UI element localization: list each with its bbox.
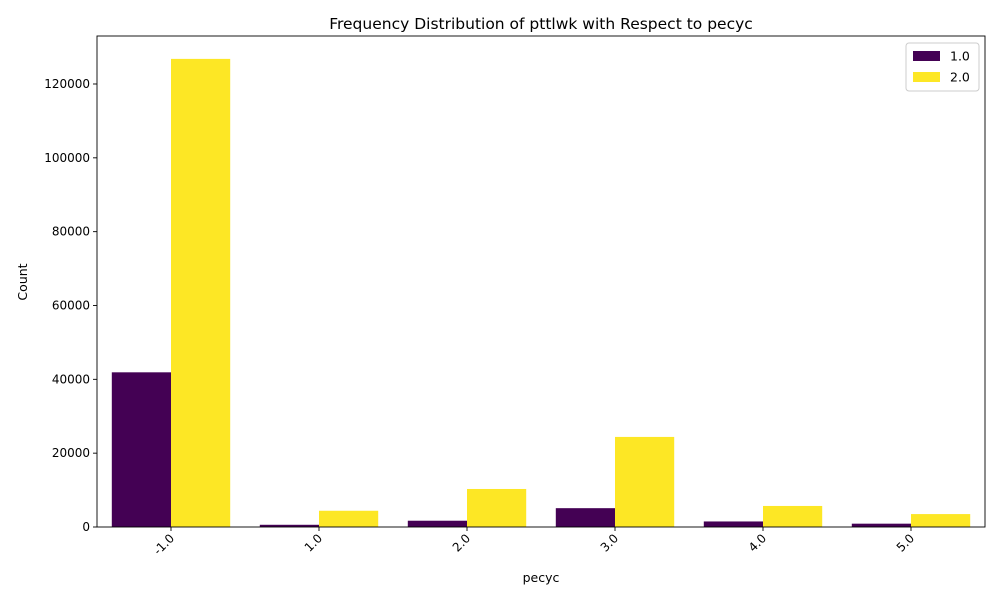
bar (111, 372, 171, 527)
bar (259, 524, 319, 527)
bar (467, 488, 527, 527)
y-tick-label: 20000 (52, 446, 90, 460)
chart-title: Frequency Distribution of pttlwk with Re… (329, 15, 753, 33)
bar (407, 520, 467, 527)
y-tick-label: 80000 (52, 225, 90, 239)
legend-swatch (913, 51, 940, 61)
bar (911, 514, 971, 527)
bar (555, 508, 615, 527)
bar (171, 58, 231, 527)
y-tick-label: 60000 (52, 298, 90, 312)
bar (319, 510, 379, 527)
legend-label: 1.0 (950, 49, 970, 64)
y-tick-label: 100000 (44, 151, 90, 165)
bar (703, 521, 763, 527)
x-axis-label: pecyc (523, 570, 560, 585)
axes-frame (96, 35, 986, 528)
bar (615, 436, 675, 527)
y-tick-label: 40000 (52, 372, 90, 386)
y-axis-label: Count (15, 263, 30, 300)
legend: 1.02.0 (905, 42, 980, 92)
bar (763, 505, 823, 527)
y-tick-label: 0 (82, 520, 90, 534)
y-tick-label: 120000 (44, 77, 90, 91)
legend-swatch (913, 72, 940, 82)
legend-label: 2.0 (950, 70, 970, 85)
bar (851, 523, 911, 527)
